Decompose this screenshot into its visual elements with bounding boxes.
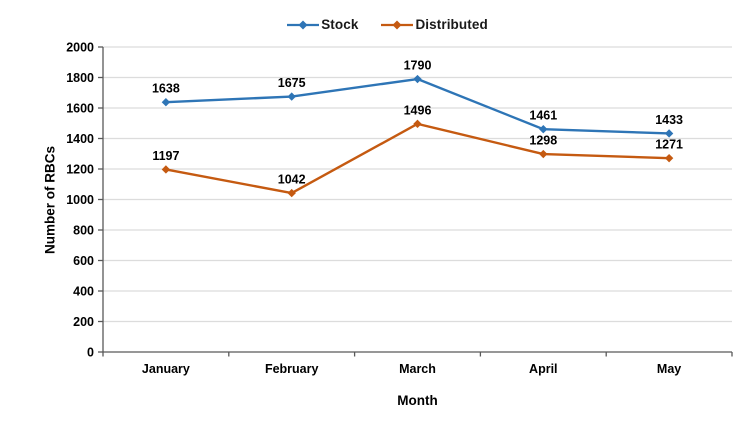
y-tick-label: 1200 [66,163,94,177]
data-point-marker-distributed [664,153,674,163]
data-point-marker-distributed [287,188,296,198]
y-tick-label: 1600 [66,102,94,116]
data-point-marker-stock [287,92,296,101]
y-tick-label: 1000 [66,193,94,207]
legend-label-stock: Stock [321,17,359,32]
legend-diamond [392,20,402,29]
x-category-label: February [265,362,319,376]
data-point-marker-distributed [161,165,171,174]
y-tick-label: 200 [73,315,94,329]
chart-legend: Stock Distributed [20,17,754,32]
data-point-marker-stock [413,74,422,84]
data-label-distributed: 1042 [278,173,306,187]
data-point-marker-stock [664,129,674,138]
data-point-marker-distributed [413,119,422,129]
data-label-distributed: 1271 [655,138,683,152]
data-label-distributed: 1496 [404,103,432,117]
y-tick-label: 0 [87,346,94,360]
distributed-series-marker-icon [381,20,414,29]
y-tick-label: 600 [73,254,94,268]
y-tick-label: 1400 [66,132,94,146]
data-label-stock: 1675 [278,76,306,90]
data-label-stock: 1461 [529,109,557,123]
data-label-distributed: 1298 [529,134,557,148]
x-category-label: January [142,362,190,376]
data-label-stock: 1638 [152,82,180,96]
y-tick-label: 800 [73,224,94,238]
y-tick-label: 400 [73,285,94,299]
data-label-stock: 1433 [655,113,683,127]
legend-item-stock: Stock [286,17,358,32]
stock-series-marker-icon [287,20,320,29]
x-category-label: March [399,362,436,376]
y-axis-title: Number of RBCs [42,145,58,255]
y-tick-label: 1800 [66,71,94,85]
legend-diamond [298,20,308,29]
data-label-stock: 1790 [404,59,432,73]
data-point-marker-stock [161,98,171,107]
data-point-marker-stock [539,124,548,134]
data-label-distributed: 1197 [152,149,179,163]
y-tick-label: 2000 [66,41,94,55]
x-category-label: May [657,362,681,376]
legend-label-distributed: Distributed [415,17,488,32]
series-line-distributed [164,122,671,195]
x-category-label: April [529,362,557,376]
legend-item-distributed: Distributed [380,17,488,32]
x-axis-title: Month [397,393,438,408]
data-point-marker-distributed [539,149,548,159]
